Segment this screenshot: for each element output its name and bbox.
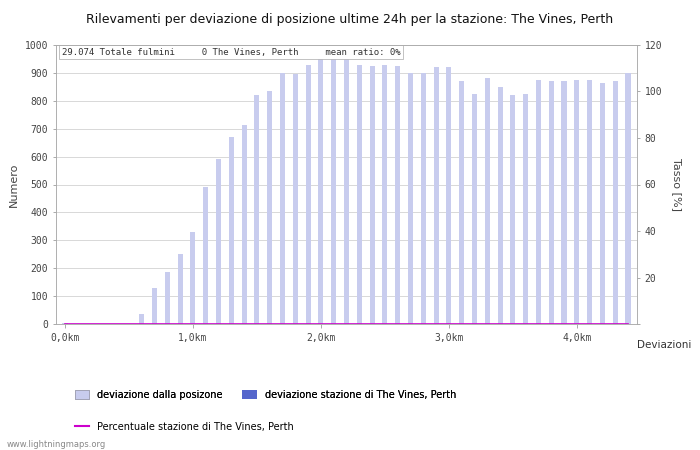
Bar	[254, 95, 260, 324]
Bar	[395, 66, 400, 324]
Bar	[216, 159, 221, 324]
Legend: Percentuale stazione di The Vines, Perth: Percentuale stazione di The Vines, Perth	[75, 422, 294, 432]
Bar	[459, 81, 464, 324]
Bar	[178, 254, 183, 324]
Y-axis label: Numero: Numero	[9, 162, 20, 207]
Bar	[139, 314, 144, 324]
Text: 29.074 Totale fulmini     0 The Vines, Perth     mean ratio: 0%: 29.074 Totale fulmini 0 The Vines, Perth…	[62, 48, 400, 57]
Bar	[382, 64, 388, 324]
Bar	[574, 80, 580, 324]
Bar	[267, 91, 272, 324]
Bar	[318, 45, 323, 324]
Bar	[229, 137, 234, 324]
Bar	[203, 187, 209, 324]
Bar	[612, 81, 618, 324]
Bar	[370, 66, 374, 324]
Bar	[152, 288, 157, 324]
Bar	[280, 73, 285, 324]
Bar	[510, 95, 515, 324]
Bar	[344, 59, 349, 324]
Bar	[433, 68, 439, 324]
Bar	[62, 323, 67, 324]
Bar	[421, 73, 426, 324]
Bar	[408, 73, 413, 324]
Bar	[523, 94, 528, 324]
Bar	[561, 81, 566, 324]
Y-axis label: Tasso [%]: Tasso [%]	[672, 158, 682, 211]
Bar	[164, 272, 170, 324]
Text: Rilevamenti per deviazione di posizione ultime 24h per la stazione: The Vines, P: Rilevamenti per deviazione di posizione …	[86, 14, 614, 27]
Bar	[241, 125, 246, 324]
Bar	[498, 87, 503, 324]
Bar	[472, 94, 477, 324]
Bar	[293, 74, 298, 324]
Bar	[357, 64, 362, 324]
Text: Deviazioni: Deviazioni	[637, 340, 692, 350]
Bar	[484, 78, 490, 324]
Bar	[331, 56, 336, 324]
Bar	[447, 68, 452, 324]
Bar	[600, 83, 605, 324]
Bar	[190, 232, 195, 324]
Bar	[305, 64, 311, 324]
Legend: deviazione dalla posizone, deviazione stazione di The Vines, Perth: deviazione dalla posizone, deviazione st…	[75, 390, 456, 400]
Bar	[549, 81, 554, 324]
Text: www.lightningmaps.org: www.lightningmaps.org	[7, 440, 106, 449]
Bar	[587, 80, 592, 324]
Bar	[626, 73, 631, 324]
Bar	[536, 80, 541, 324]
